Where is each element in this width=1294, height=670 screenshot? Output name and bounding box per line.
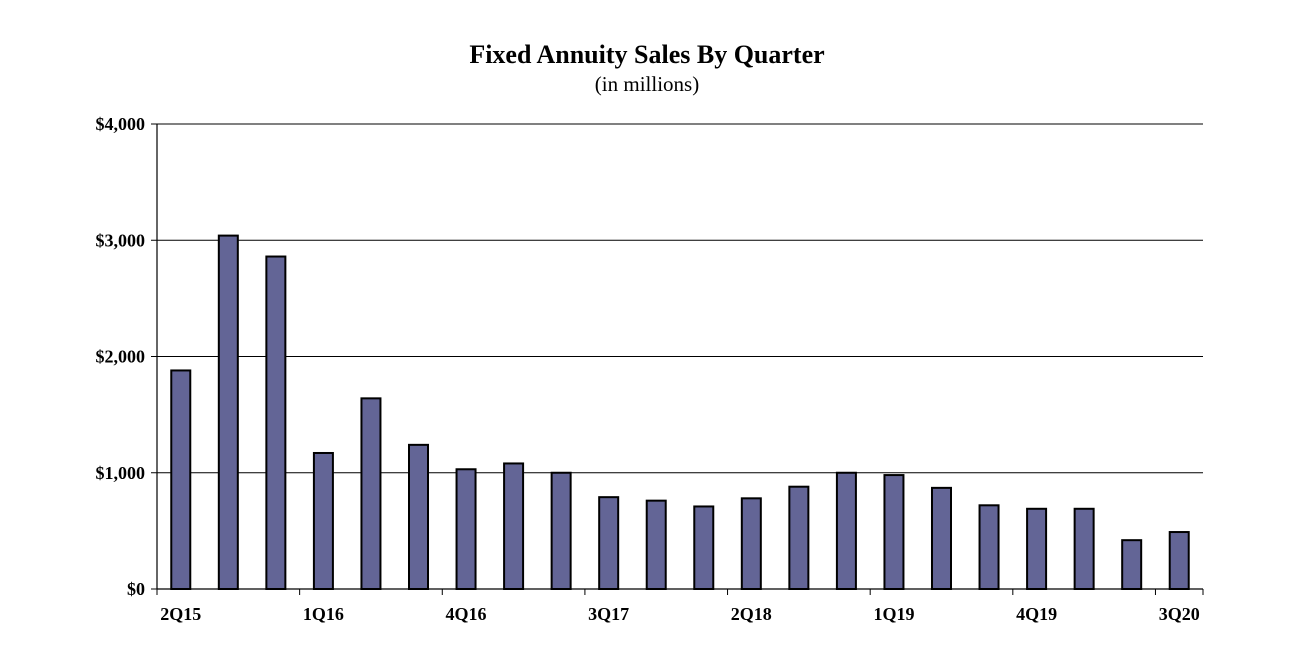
x-tick-label: 2Q18 (731, 604, 772, 624)
bar-3Q17 (598, 496, 620, 591)
bar-3Q18 (788, 485, 810, 591)
bar-2Q18 (740, 497, 762, 591)
y-tick-label: $4,000 (96, 114, 146, 134)
bar-4Q19 (1026, 507, 1048, 591)
bar-3Q20 (1168, 531, 1190, 590)
bars (170, 234, 1190, 591)
bar-1Q18 (693, 505, 715, 590)
x-tick-label: 3Q20 (1159, 604, 1200, 624)
y-tick-label: $3,000 (96, 230, 146, 250)
bar-3Q16 (408, 443, 429, 590)
bar-4Q15 (265, 255, 287, 590)
y-tick-label: $1,000 (96, 463, 146, 483)
bar-4Q18 (835, 471, 857, 590)
bar-2Q16 (360, 397, 382, 590)
bar-2Q17 (550, 471, 572, 590)
x-tick-label: 4Q19 (1016, 604, 1057, 624)
chart-subtitle: (in millions) (594, 72, 700, 96)
bar-3Q15 (217, 234, 239, 590)
tick-labels: $0 $1,000 $2,000 $3,000 $4,000 2Q15 1Q16 4Q16 3Q… (96, 114, 1200, 624)
y-tick-label: $0 (127, 579, 145, 599)
bar-1Q16 (312, 451, 334, 590)
bar-1Q19 (883, 474, 905, 591)
bar-1Q20 (1073, 507, 1095, 591)
axes (151, 123, 1204, 595)
x-tick-label: 3Q17 (588, 604, 629, 624)
x-tick-label: 2Q15 (160, 604, 201, 624)
bar-4Q16 (455, 468, 477, 591)
chart-title: Fixed Annuity Sales By Quarter (469, 40, 825, 69)
bar-2Q15 (170, 369, 192, 591)
bar-2Q19 (931, 486, 952, 590)
y-tick-label: $2,000 (96, 347, 146, 367)
x-tick-label: 1Q19 (873, 604, 914, 624)
bar-1Q17 (503, 462, 525, 591)
gridlines (157, 123, 1203, 474)
bar-3Q19 (978, 504, 1000, 590)
bar-4Q17 (645, 499, 667, 590)
x-tick-label: 4Q16 (446, 604, 487, 624)
bar-2Q20 (1121, 539, 1143, 590)
x-tick-label: 1Q16 (303, 604, 344, 624)
